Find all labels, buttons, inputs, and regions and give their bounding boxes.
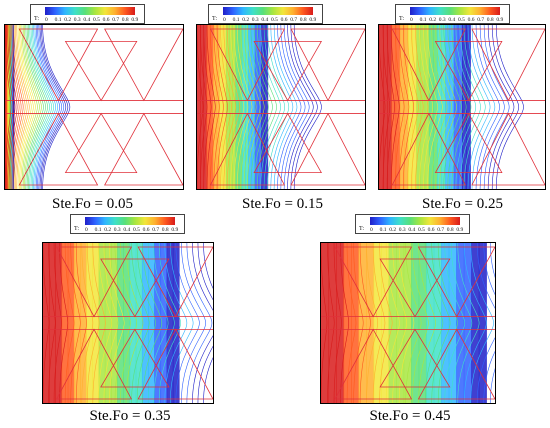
legend-tick-label: 0.7 bbox=[290, 17, 298, 23]
legend-tick-label: 0.5 bbox=[271, 17, 278, 23]
legend: T: 0 0.1 0.2 0.3 0.4 0.5 0.6 0.7 0.8 0.9 bbox=[355, 214, 470, 234]
legend: T: 0 0.1 0.2 0.3 0.4 0.5 0.6 0.7 0.8 0.9 bbox=[208, 4, 323, 24]
legend-tick-label: 0.2 bbox=[389, 227, 397, 233]
panel-3: T: 0 0.1 0.2 0.3 0.4 0.5 0.6 0.7 0.8 0.9 Ste.Fo =… bbox=[375, 0, 550, 215]
panel-4: T: 0 0.1 0.2 0.3 0.4 0.5 0.6 0.7 0.8 0.9 Ste.Fo =… bbox=[30, 212, 230, 428]
legend-tick-label: 0 bbox=[223, 17, 226, 23]
legend-tick-label: 0.5 bbox=[458, 17, 465, 23]
legend-tick-label: 0.6 bbox=[142, 227, 150, 233]
legend-tick-label: 0.8 bbox=[486, 17, 494, 23]
contour-field bbox=[43, 243, 213, 403]
legend-tick-label: 0.2 bbox=[104, 227, 112, 233]
legend-tick-label: 0.2 bbox=[429, 17, 437, 23]
legend-tick-label: 0 bbox=[45, 17, 48, 23]
legend-colorbar bbox=[223, 7, 313, 15]
legend-tick-label: 0.1 bbox=[379, 227, 387, 233]
legend-tick-label: 0.8 bbox=[161, 227, 169, 233]
legend-tick-label: 0.2 bbox=[242, 17, 250, 23]
legend-tick-label: 0.6 bbox=[280, 17, 288, 23]
legend-tick-label: 0 bbox=[370, 227, 373, 233]
legend-colorbar bbox=[410, 7, 500, 15]
contour-plot bbox=[320, 242, 496, 404]
fin-geometry bbox=[5, 28, 183, 186]
legend-tick-label: 0.7 bbox=[112, 17, 120, 23]
legend-tick-label: 0.3 bbox=[113, 227, 121, 233]
legend-tick-label: 0.4 bbox=[448, 17, 456, 23]
legend: T: 0 0.1 0.2 0.3 0.4 0.5 0.6 0.7 0.8 0.9 bbox=[30, 4, 145, 24]
legend-tick-label: 0.1 bbox=[232, 17, 240, 23]
legend-label: T: bbox=[359, 226, 365, 232]
fin-geometry bbox=[197, 28, 365, 186]
panel-caption: Ste.Fo = 0.45 bbox=[369, 408, 451, 424]
contour-plot bbox=[4, 24, 184, 190]
legend-tick-label: 0 bbox=[85, 227, 88, 233]
legend-tick-label: 0.4 bbox=[83, 17, 91, 23]
legend-tick-label: 0.3 bbox=[251, 17, 259, 23]
fin-geometry bbox=[43, 246, 213, 400]
contour-field bbox=[5, 25, 183, 189]
legend-tick-label: 0.9 bbox=[496, 17, 504, 23]
fin-geometry bbox=[321, 246, 495, 400]
contour-plot bbox=[196, 24, 366, 190]
legend: T: 0 0.1 0.2 0.3 0.4 0.5 0.6 0.7 0.8 0.9 bbox=[395, 4, 510, 24]
legend-label: T: bbox=[74, 226, 80, 232]
panel-caption: Ste.Fo = 0.25 bbox=[422, 196, 503, 212]
legend-tick-label: 0.7 bbox=[437, 227, 445, 233]
legend-tick-label: 0.3 bbox=[398, 227, 406, 233]
fin-geometry bbox=[379, 28, 545, 186]
legend-tick-label: 0.7 bbox=[152, 227, 160, 233]
legend-tick-label: 0.6 bbox=[467, 17, 475, 23]
legend-tick-label: 0 bbox=[410, 17, 413, 23]
legend-tick-label: 0.8 bbox=[446, 227, 454, 233]
legend-tick-label: 0.4 bbox=[408, 227, 416, 233]
legend-tick-label: 0.3 bbox=[438, 17, 446, 23]
legend-tick-label: 0.9 bbox=[171, 227, 179, 233]
legend-tick-label: 0.2 bbox=[64, 17, 72, 23]
legend-tick-label: 0.1 bbox=[94, 227, 102, 233]
panel-caption: Ste.Fo = 0.15 bbox=[242, 196, 323, 212]
legend-tick-label: 0.1 bbox=[54, 17, 62, 23]
legend-tick-label: 0.8 bbox=[299, 17, 307, 23]
contour-plot bbox=[378, 24, 546, 190]
legend-tick-label: 0.5 bbox=[133, 227, 140, 233]
legend-tick-label: 0.4 bbox=[123, 227, 131, 233]
legend-tick-label: 0.6 bbox=[427, 227, 435, 233]
legend-label: T: bbox=[34, 16, 40, 22]
legend-colorbar bbox=[370, 217, 460, 225]
legend-label: T: bbox=[399, 16, 405, 22]
legend-tick-label: 0.1 bbox=[419, 17, 427, 23]
legend-tick-label: 0.6 bbox=[102, 17, 110, 23]
legend-tick-label: 0.3 bbox=[73, 17, 81, 23]
contour-field bbox=[197, 25, 365, 189]
panel-caption: Ste.Fo = 0.05 bbox=[52, 196, 133, 212]
legend-colorbar bbox=[85, 217, 175, 225]
legend: T: 0 0.1 0.2 0.3 0.4 0.5 0.6 0.7 0.8 0.9 bbox=[70, 214, 185, 234]
contour-plot bbox=[42, 242, 214, 404]
legend-tick-label: 0.9 bbox=[309, 17, 317, 23]
panel-caption: Ste.Fo = 0.35 bbox=[89, 408, 171, 424]
panel-2: T: 0 0.1 0.2 0.3 0.4 0.5 0.6 0.7 0.8 0.9 Ste.Fo =… bbox=[190, 0, 375, 215]
panel-5: T: 0 0.1 0.2 0.3 0.4 0.5 0.6 0.7 0.8 0.9 Ste.Fo =… bbox=[310, 212, 510, 428]
legend-tick-label: 0.5 bbox=[418, 227, 425, 233]
legend-tick-label: 0.4 bbox=[261, 17, 269, 23]
legend-tick-label: 0.9 bbox=[131, 17, 139, 23]
legend-tick-label: 0.9 bbox=[456, 227, 464, 233]
legend-tick-label: 0.7 bbox=[477, 17, 485, 23]
legend-tick-label: 0.5 bbox=[93, 17, 100, 23]
legend-colorbar bbox=[45, 7, 135, 15]
panel-1: T: 0 0.1 0.2 0.3 0.4 0.5 0.6 0.7 0.8 0.9 Ste.Fo =… bbox=[0, 0, 185, 215]
contour-field bbox=[321, 243, 495, 403]
legend-tick-label: 0.8 bbox=[121, 17, 129, 23]
legend-label: T: bbox=[212, 16, 218, 22]
contour-field bbox=[379, 25, 545, 189]
